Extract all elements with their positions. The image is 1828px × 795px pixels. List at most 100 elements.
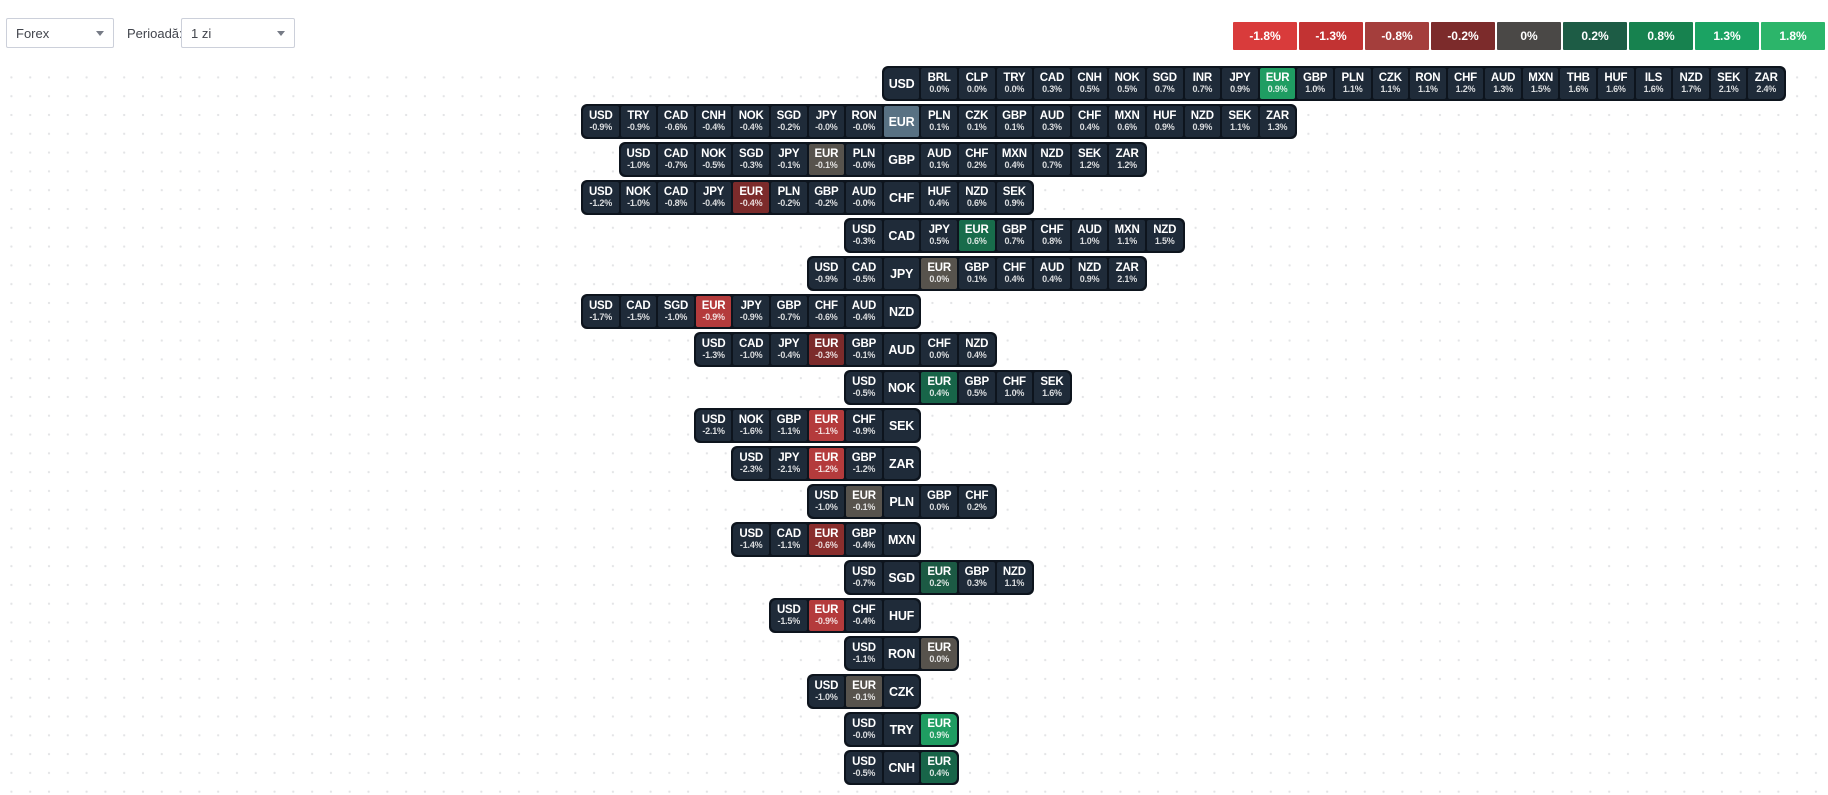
pair-cell-JPY-GBP[interactable]: GBP 0.1% xyxy=(958,258,995,289)
pair-cell-HUF-EUR[interactable]: EUR -0.9% xyxy=(808,600,845,631)
pair-cell-EUR-ZAR[interactable]: ZAR 1.3% xyxy=(1259,106,1296,137)
pair-cell-USD-NOK[interactable]: NOK 0.5% xyxy=(1109,68,1145,99)
currency-label-cell-TRY[interactable]: TRY xyxy=(883,714,920,745)
pair-cell-PLN-CHF[interactable]: CHF 0.2% xyxy=(958,486,995,517)
pair-cell-HUF-CHF[interactable]: CHF -0.4% xyxy=(846,600,882,631)
pair-cell-CAD-MXN[interactable]: MXN 1.1% xyxy=(1109,220,1145,251)
pair-cell-GBP-NZD[interactable]: NZD 0.7% xyxy=(1034,144,1070,175)
pair-cell-USD-CZK[interactable]: CZK 1.1% xyxy=(1372,68,1409,99)
currency-label-cell-NOK[interactable]: NOK xyxy=(883,372,920,403)
currency-label-cell-ZAR[interactable]: ZAR xyxy=(883,448,920,479)
pair-cell-CZK-USD[interactable]: USD -1.0% xyxy=(808,676,845,707)
pair-cell-MXN-GBP[interactable]: GBP -0.4% xyxy=(846,524,882,555)
pair-cell-JPY-AUD[interactable]: AUD 0.4% xyxy=(1034,258,1070,289)
pair-cell-EUR-CZK[interactable]: CZK 0.1% xyxy=(958,106,995,137)
legend-scale-button-1[interactable]: -1.3% xyxy=(1299,22,1363,50)
legend-scale-button-5[interactable]: 0.2% xyxy=(1563,22,1627,50)
pair-cell-EUR-NZD[interactable]: NZD 0.9% xyxy=(1184,106,1221,137)
pair-cell-EUR-RON[interactable]: RON -0.0% xyxy=(846,106,882,137)
period-select[interactable]: 1 zi xyxy=(181,18,295,48)
legend-scale-button-7[interactable]: 1.3% xyxy=(1695,22,1759,50)
pair-cell-NZD-JPY[interactable]: JPY -0.9% xyxy=(733,296,769,327)
pair-cell-SGD-NZD[interactable]: NZD 1.1% xyxy=(996,562,1033,593)
pair-cell-SEK-CHF[interactable]: CHF -0.9% xyxy=(846,410,882,441)
currency-label-cell-GBP[interactable]: GBP xyxy=(883,144,920,175)
pair-cell-GBP-SEK[interactable]: SEK 1.2% xyxy=(1071,144,1108,175)
pair-cell-GBP-CHF[interactable]: CHF 0.2% xyxy=(958,144,995,175)
pair-cell-CHF-SEK[interactable]: SEK 0.9% xyxy=(996,182,1033,213)
currency-label-cell-HUF[interactable]: HUF xyxy=(883,600,920,631)
pair-cell-NZD-AUD[interactable]: AUD -0.4% xyxy=(846,296,882,327)
pair-cell-USD-AUD[interactable]: AUD 1.3% xyxy=(1485,68,1521,99)
pair-cell-NOK-CHF[interactable]: CHF 1.0% xyxy=(996,372,1033,403)
pair-cell-SEK-USD[interactable]: USD -2.1% xyxy=(695,410,732,441)
pair-cell-CHF-NZD[interactable]: NZD 0.6% xyxy=(958,182,995,213)
pair-cell-USD-SGD[interactable]: SGD 0.7% xyxy=(1146,68,1183,99)
currency-label-cell-RON[interactable]: RON xyxy=(883,638,920,669)
pair-cell-CNH-EUR[interactable]: EUR 0.4% xyxy=(921,752,957,783)
pair-cell-NOK-GBP[interactable]: GBP 0.5% xyxy=(958,372,995,403)
pair-cell-GBP-JPY[interactable]: JPY -0.1% xyxy=(770,144,807,175)
pair-cell-GBP-USD[interactable]: USD -1.0% xyxy=(620,144,657,175)
pair-cell-PLN-EUR[interactable]: EUR -0.1% xyxy=(846,486,882,517)
pair-cell-USD-ILS[interactable]: ILS 1.6% xyxy=(1635,68,1672,99)
pair-cell-CHF-EUR[interactable]: EUR -0.4% xyxy=(733,182,769,213)
legend-scale-button-6[interactable]: 0.8% xyxy=(1629,22,1693,50)
pair-cell-GBP-CAD[interactable]: CAD -0.7% xyxy=(658,144,694,175)
market-select[interactable]: Forex xyxy=(6,18,114,48)
currency-label-cell-JPY[interactable]: JPY xyxy=(883,258,920,289)
pair-cell-PLN-GBP[interactable]: GBP 0.0% xyxy=(921,486,957,517)
pair-cell-EUR-CHF[interactable]: CHF 0.4% xyxy=(1071,106,1108,137)
pair-cell-CHF-GBP[interactable]: GBP -0.2% xyxy=(808,182,845,213)
pair-cell-GBP-AUD[interactable]: AUD 0.1% xyxy=(921,144,957,175)
currency-label-cell-EUR[interactable]: EUR xyxy=(883,106,920,137)
pair-cell-PLN-USD[interactable]: USD -1.0% xyxy=(808,486,845,517)
pair-cell-MXN-USD[interactable]: USD -1.4% xyxy=(733,524,769,555)
pair-cell-RON-EUR[interactable]: EUR 0.0% xyxy=(921,638,957,669)
pair-cell-JPY-NZD[interactable]: NZD 0.9% xyxy=(1071,258,1108,289)
pair-cell-HUF-USD[interactable]: USD -1.5% xyxy=(771,600,807,631)
pair-cell-EUR-CNH[interactable]: CNH -0.4% xyxy=(695,106,732,137)
pair-cell-EUR-SEK[interactable]: SEK 1.1% xyxy=(1222,106,1258,137)
legend-scale-button-0[interactable]: -1.8% xyxy=(1233,22,1297,50)
pair-cell-USD-PLN[interactable]: PLN 1.1% xyxy=(1334,68,1371,99)
currency-label-cell-CNH[interactable]: CNH xyxy=(883,752,920,783)
pair-cell-ZAR-USD[interactable]: USD -2.3% xyxy=(733,448,769,479)
pair-cell-CHF-PLN[interactable]: PLN -0.2% xyxy=(770,182,807,213)
pair-cell-NZD-SGD[interactable]: SGD -1.0% xyxy=(658,296,694,327)
pair-cell-RON-USD[interactable]: USD -1.1% xyxy=(846,638,882,669)
pair-cell-CAD-GBP[interactable]: GBP 0.7% xyxy=(996,220,1033,251)
currency-label-cell-SGD[interactable]: SGD xyxy=(883,562,920,593)
pair-cell-CAD-AUD[interactable]: AUD 1.0% xyxy=(1071,220,1108,251)
pair-cell-NZD-CAD[interactable]: CAD -1.5% xyxy=(620,296,657,327)
pair-cell-SEK-NOK[interactable]: NOK -1.6% xyxy=(733,410,769,441)
pair-cell-NOK-SEK[interactable]: SEK 1.6% xyxy=(1034,372,1070,403)
pair-cell-GBP-SGD[interactable]: SGD -0.3% xyxy=(733,144,769,175)
pair-cell-USD-CNH[interactable]: CNH 0.5% xyxy=(1071,68,1108,99)
pair-cell-USD-ZAR[interactable]: ZAR 2.4% xyxy=(1748,68,1785,99)
pair-cell-EUR-SGD[interactable]: SGD -0.2% xyxy=(770,106,807,137)
pair-cell-USD-HUF[interactable]: HUF 1.6% xyxy=(1598,68,1634,99)
pair-cell-AUD-USD[interactable]: USD -1.3% xyxy=(695,334,732,365)
pair-cell-USD-NZD[interactable]: NZD 1.7% xyxy=(1673,68,1709,99)
pair-cell-GBP-MXN[interactable]: MXN 0.4% xyxy=(996,144,1033,175)
pair-cell-CHF-JPY[interactable]: JPY -0.4% xyxy=(695,182,732,213)
pair-cell-EUR-PLN[interactable]: PLN 0.1% xyxy=(921,106,957,137)
pair-cell-CHF-AUD[interactable]: AUD -0.0% xyxy=(846,182,882,213)
pair-cell-EUR-HUF[interactable]: HUF 0.9% xyxy=(1146,106,1183,137)
pair-cell-USD-MXN[interactable]: MXN 1.5% xyxy=(1522,68,1559,99)
pair-cell-USD-THB[interactable]: THB 1.6% xyxy=(1560,68,1597,99)
pair-cell-AUD-CAD[interactable]: CAD -1.0% xyxy=(733,334,769,365)
pair-cell-EUR-CAD[interactable]: CAD -0.6% xyxy=(658,106,694,137)
pair-cell-NZD-USD[interactable]: USD -1.7% xyxy=(583,296,619,327)
pair-cell-JPY-CAD[interactable]: CAD -0.5% xyxy=(846,258,882,289)
pair-cell-USD-INR[interactable]: INR 0.7% xyxy=(1184,68,1221,99)
pair-cell-AUD-GBP[interactable]: GBP -0.1% xyxy=(846,334,882,365)
legend-scale-button-3[interactable]: -0.2% xyxy=(1431,22,1495,50)
pair-cell-CAD-CHF[interactable]: CHF 0.8% xyxy=(1034,220,1070,251)
pair-cell-JPY-EUR[interactable]: EUR 0.0% xyxy=(921,258,957,289)
pair-cell-SEK-GBP[interactable]: GBP -1.1% xyxy=(770,410,807,441)
pair-cell-CAD-USD[interactable]: USD -0.3% xyxy=(846,220,882,251)
pair-cell-USD-TRY[interactable]: TRY 0.0% xyxy=(996,68,1033,99)
pair-cell-USD-BRL[interactable]: BRL 0.0% xyxy=(921,68,957,99)
